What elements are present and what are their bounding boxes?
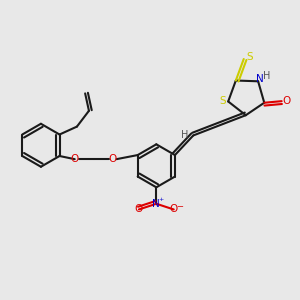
Text: H: H [263,70,271,81]
Text: O: O [109,154,117,164]
Text: N: N [256,74,264,84]
Text: O: O [70,154,79,164]
Text: N: N [152,199,160,209]
Text: S: S [219,95,226,106]
Text: H: H [181,130,188,140]
Text: O: O [135,204,143,214]
Text: O: O [283,96,291,106]
Text: −: − [176,202,183,211]
Text: S: S [246,52,253,62]
Text: O: O [169,204,178,214]
Text: +: + [158,197,164,202]
